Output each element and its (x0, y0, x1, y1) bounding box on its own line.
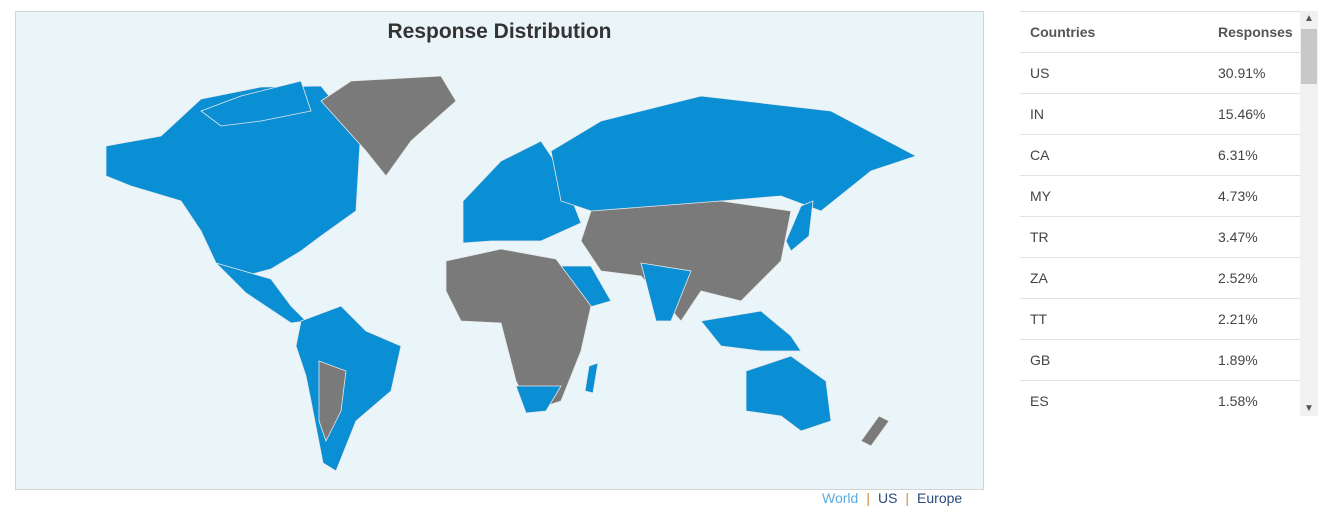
region-asia[interactable] (580, 200, 792, 322)
country-code: ES (1030, 393, 1049, 409)
country-code: MY (1030, 188, 1051, 204)
response-percent: 2.52% (1218, 270, 1258, 286)
table-row: MY 4.73% (1020, 176, 1300, 217)
response-percent: 3.47% (1218, 229, 1258, 245)
europe-link[interactable]: Europe (917, 490, 963, 506)
region-australia[interactable] (745, 355, 832, 432)
region-south-america[interactable] (295, 305, 402, 472)
response-percent: 2.21% (1218, 311, 1258, 327)
separator: | (905, 490, 910, 506)
country-code: IN (1030, 106, 1044, 122)
region-japan[interactable] (785, 200, 814, 252)
map-view-links: World | US | Europe (822, 490, 962, 506)
country-code: TT (1030, 311, 1048, 327)
chevron-up-icon[interactable]: ▲ (1304, 13, 1314, 24)
region-europe[interactable] (462, 140, 582, 244)
response-percent: 4.73% (1218, 188, 1258, 204)
map-title: Response Distribution (387, 20, 612, 43)
region-south-america-gray[interactable] (318, 360, 347, 443)
responses-table: Countries Responses US 30.91% IN 15.46% CA 6.… (1020, 11, 1300, 417)
response-percent: 1.58% (1218, 393, 1258, 409)
region-madagascar[interactable] (584, 362, 599, 394)
region-russia[interactable] (550, 95, 918, 212)
header-countries[interactable]: Countries (1030, 24, 1096, 40)
country-code: US (1030, 65, 1050, 81)
chevron-down-icon[interactable]: ▼ (1304, 403, 1314, 414)
country-code: CA (1030, 147, 1050, 163)
table-row: US 30.91% (1020, 53, 1300, 94)
separator: | (866, 490, 870, 506)
world-link[interactable]: World (822, 490, 859, 506)
table-row: TR 3.47% (1020, 217, 1300, 258)
scrollbar-thumb[interactable] (1301, 29, 1317, 84)
region-greenland[interactable] (320, 75, 457, 177)
table-row: CA 6.31% (1020, 135, 1300, 176)
table-header: Countries Responses (1020, 12, 1300, 53)
region-arctic-islands[interactable] (200, 80, 312, 127)
map-svg[interactable] (16, 12, 983, 489)
table-row: ZA 2.52% (1020, 258, 1300, 299)
scrollbar[interactable]: ▲ ▼ (1300, 11, 1318, 416)
response-percent: 6.31% (1218, 147, 1258, 163)
region-india[interactable] (640, 262, 692, 322)
table-row: ES 1.58% (1020, 381, 1300, 417)
response-percent: 30.91% (1218, 65, 1266, 81)
response-percent: 15.46% (1218, 106, 1266, 122)
country-code: GB (1030, 352, 1051, 368)
region-north-america[interactable] (105, 85, 362, 278)
table-row: GB 1.89% (1020, 340, 1300, 381)
region-south-africa[interactable] (515, 385, 562, 414)
country-code: TR (1030, 229, 1049, 245)
world-map[interactable]: Response Distribution (15, 11, 984, 490)
region-new-zealand[interactable] (860, 415, 890, 447)
response-percent: 1.89% (1218, 352, 1258, 368)
table-row: IN 15.46% (1020, 94, 1300, 135)
country-code: ZA (1030, 270, 1048, 286)
region-se-asia[interactable] (700, 310, 802, 352)
header-responses[interactable]: Responses (1218, 24, 1293, 40)
us-link[interactable]: US (877, 490, 898, 506)
table-row: TT 2.21% (1020, 299, 1300, 340)
